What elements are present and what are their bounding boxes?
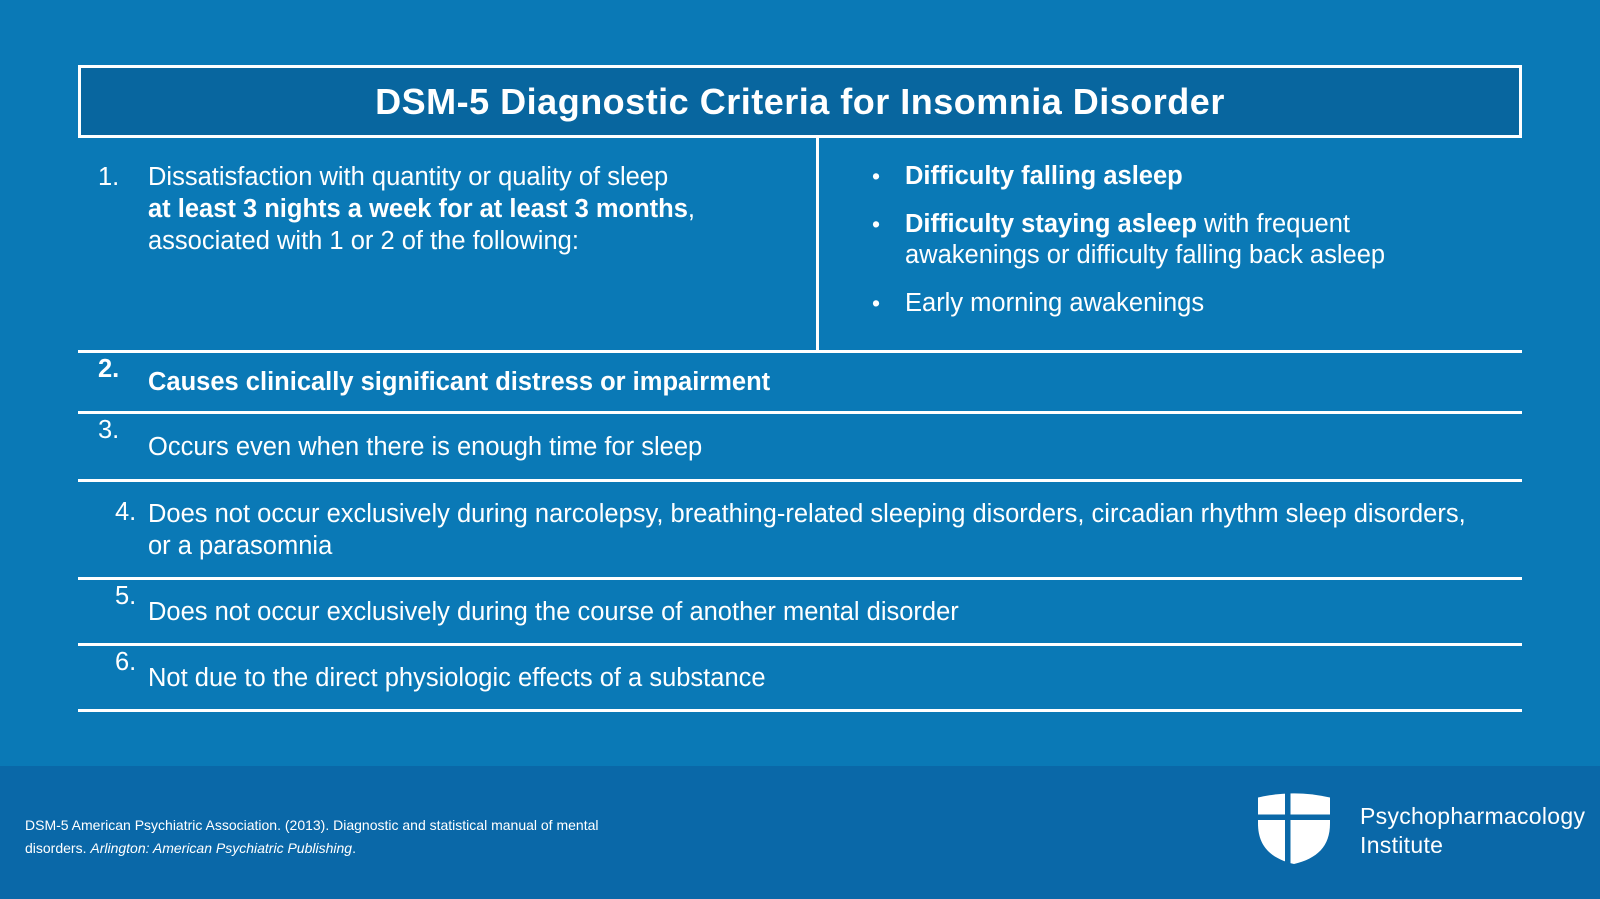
criterion-row-2: 2. Causes clinically significant distres…: [78, 350, 1522, 411]
table-bottom-border: [78, 709, 1522, 712]
citation-line1: DSM-5 American Psychiatric Association. …: [25, 817, 599, 833]
criterion-5-text: Does not occur exclusively during the co…: [148, 597, 959, 626]
criterion-6-number: 6.: [115, 648, 137, 676]
page-title: DSM-5 Diagnostic Criteria for Insomnia D…: [375, 80, 1225, 122]
bullet-icon: •: [872, 290, 881, 316]
criteria-table: DSM-5 Diagnostic Criteria for Insomnia D…: [78, 65, 1522, 712]
complaint-text: Difficulty staying asleep with frequent …: [905, 210, 1386, 269]
criterion-row-5: 5. Does not occur exclusively during the…: [78, 577, 1522, 643]
criterion-4-number: 4.: [115, 498, 137, 526]
citation-line2-prefix: disorders.: [25, 840, 91, 856]
citation: DSM-5 American Psychiatric Association. …: [25, 814, 598, 860]
list-item: • Difficulty staying asleep with frequen…: [872, 209, 1522, 271]
criterion-1-line2-bold: at least 3 nights a week for at least 3 …: [148, 195, 688, 223]
shield-icon: [1255, 790, 1333, 866]
criterion-row-6: 6. Not due to the direct physiologic eff…: [78, 643, 1522, 709]
criterion-5-number: 5.: [115, 582, 137, 610]
complaint-text: Difficulty falling asleep: [905, 162, 1183, 190]
criterion-6-text: Not due to the direct physiologic effect…: [148, 663, 766, 692]
footer-band: DSM-5 American Psychiatric Association. …: [0, 766, 1600, 899]
criterion-1-line3: associated with 1 or 2 of the following:: [148, 227, 579, 255]
criterion-1-number: 1.: [98, 163, 120, 191]
column-divider: [816, 138, 819, 350]
complaint-text: Early morning awakenings: [905, 289, 1205, 317]
criterion-row-3: 3. Occurs even when there is enough time…: [78, 411, 1522, 479]
citation-publisher: Arlington: American Psychiatric Publishi…: [90, 840, 353, 856]
criterion-row-1: 1. Dissatisfaction with quantity or qual…: [78, 138, 1522, 350]
table-header: DSM-5 Diagnostic Criteria for Insomnia D…: [78, 65, 1522, 138]
sleep-complaints-cell: • Difficulty falling asleep • Difficulty…: [819, 138, 1522, 350]
criterion-2-text: Causes clinically significant distress o…: [148, 368, 771, 396]
logo-line1: Psychopharmacology: [1360, 803, 1586, 829]
criterion-3-number: 3.: [98, 416, 120, 444]
criterion-1-line1: Dissatisfaction with quantity or quality…: [148, 163, 669, 191]
list-item: • Early morning awakenings: [872, 288, 1522, 319]
criterion-4-text: Does not occur exclusively during narcol…: [148, 499, 1466, 560]
criterion-1-cell: 1. Dissatisfaction with quantity or qual…: [78, 138, 816, 350]
criterion-1-text: Dissatisfaction with quantity or quality…: [148, 161, 695, 257]
logo-wordmark: Psychopharmacology Institute: [1360, 802, 1585, 866]
bullet-icon: •: [872, 211, 881, 237]
criterion-2-number: 2.: [98, 355, 120, 383]
criterion-3-text: Occurs even when there is enough time fo…: [148, 432, 703, 461]
list-item: • Difficulty falling asleep: [872, 161, 1522, 192]
psychopharmacology-institute-logo: Psychopharmacology Institute: [1255, 790, 1585, 866]
logo-line2: Institute: [1360, 832, 1444, 858]
citation-period: .: [352, 840, 356, 856]
criterion-1-line2-suffix: ,: [687, 195, 696, 223]
bullet-icon: •: [872, 163, 881, 189]
criterion-row-4: 4. Does not occur exclusively during nar…: [78, 479, 1522, 577]
